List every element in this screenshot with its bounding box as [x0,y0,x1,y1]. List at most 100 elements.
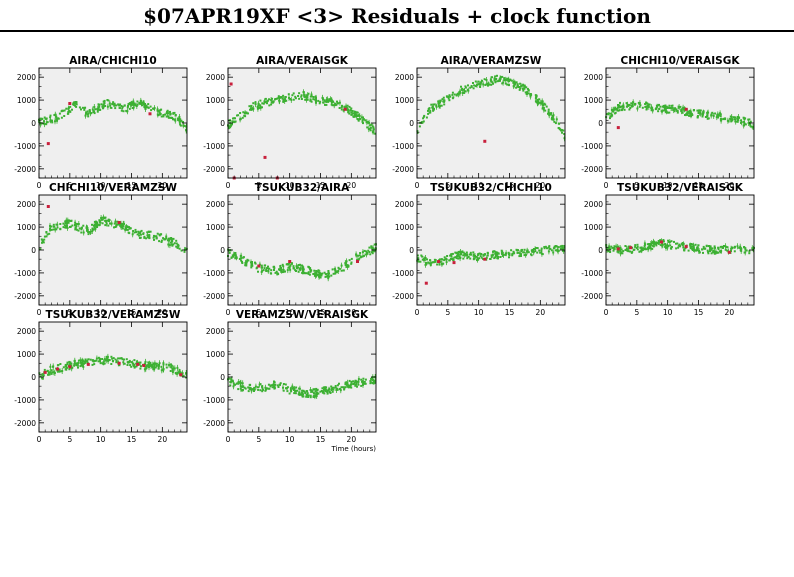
data-point [486,252,489,255]
data-point [69,225,72,228]
data-point [262,269,265,272]
data-point [63,115,66,117]
panel-title: AIRA/CHICHI10 [69,55,157,67]
data-point [248,105,251,108]
data-point [486,254,489,257]
data-point [136,103,139,106]
data-point [365,121,368,124]
data-point [629,107,632,109]
data-point [281,271,284,274]
data-point [368,246,371,249]
data-point [638,250,641,253]
data-point [282,94,285,97]
x-tick-label: 20 [158,308,168,317]
data-point [259,383,262,386]
x-tick-label: 5 [445,308,450,317]
data-point [67,221,70,224]
data-point [268,98,270,101]
data-point [441,258,444,261]
data-point [84,359,87,362]
data-point [675,247,678,250]
x-tick-label: 0 [415,308,420,317]
x-tick-label: 15 [127,308,137,317]
data-point [417,259,420,262]
data-point [158,234,161,237]
data-point [709,250,711,252]
data-point [57,364,60,367]
data-point [303,271,306,274]
data-point [425,263,428,266]
flagged-points [616,107,688,130]
data-point [665,105,668,108]
data-point [279,96,282,99]
data-point [527,251,530,254]
data-point [234,252,237,255]
data-point [431,107,434,110]
data-point [363,380,366,383]
data-point [323,271,326,274]
data-point [253,390,255,392]
data-point [549,113,552,116]
data-point [91,223,93,226]
data-point [634,245,637,248]
data-point [689,245,692,248]
x-tick-label: 20 [347,435,357,444]
x-tick-label: 20 [725,308,735,317]
data-point [133,366,136,369]
data-point [115,104,118,107]
data-point [677,105,680,108]
data-point [307,92,310,95]
data-point [318,102,321,105]
flagged-point [483,257,487,261]
x-tick-label: 5 [256,181,261,190]
data-point [298,392,301,395]
data-point [103,362,106,365]
data-point [369,124,372,127]
data-point [445,95,448,98]
data-point [65,225,67,227]
data-point [469,86,472,89]
data-point [715,251,718,254]
data-point [229,124,232,127]
data-point [165,363,168,366]
flagged-point [148,112,152,116]
data-point [80,108,82,111]
data-point [657,242,660,245]
data-point [312,96,315,98]
data-point [631,250,634,253]
data-point [714,112,717,115]
data-point [491,76,493,79]
data-point [62,226,65,229]
data-point [294,390,297,393]
data-point [294,97,297,100]
data-point [43,368,46,371]
data-point [261,385,263,388]
data-point [64,365,67,368]
data-point [717,248,720,251]
data-point [39,248,42,251]
data-point [241,388,244,391]
data-point [547,108,550,111]
data-point [338,107,341,109]
data-point [498,78,501,81]
data-point [107,224,110,227]
data-point [71,224,74,227]
data-point [713,245,716,248]
data-point [744,123,747,126]
data-point [227,127,230,130]
data-point [66,362,69,365]
data-point [350,261,353,264]
data-point [535,247,538,249]
data-point [512,251,515,254]
data-point [454,251,457,254]
data-point [495,78,498,80]
data-point [73,101,76,104]
data-point [101,358,104,360]
data-point [497,80,500,82]
data-point [68,363,71,366]
data-point [182,121,184,123]
data-point [422,117,425,120]
data-point [669,247,672,250]
flagged-point [727,250,731,254]
data-point [357,254,359,257]
